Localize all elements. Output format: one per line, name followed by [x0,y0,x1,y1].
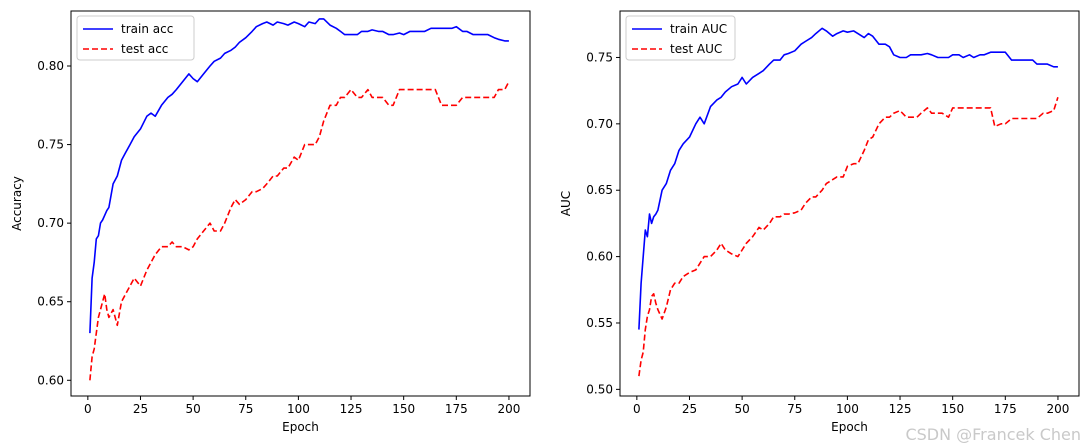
accuracy-chart: 0 25 50 75 100 125 150 175 200 0.60 0.65 0.70 0.75 0.… [10,10,531,434]
y-tick-label: 0.55 [586,316,613,330]
x-tick-label: 125 [889,402,912,416]
auc-chart: 0 25 50 75 100 125 150 175 200 0.50 0.55 0.60 0.65 0.… [559,10,1080,434]
y-tick-label: 0.70 [37,216,64,230]
series-line-train-auc [638,27,1058,330]
x-tick-label: 50 [185,402,200,416]
x-tick-label: 75 [787,402,802,416]
y-tick-label: 0.60 [37,373,64,387]
x-tick-label: 75 [238,402,253,416]
x-tick-label: 150 [392,402,415,416]
y-tick-label: 0.75 [586,50,613,64]
x-axis-label: Epoch [831,420,868,434]
x-tick-label: 150 [941,402,964,416]
series-line-test-acc [89,81,510,381]
x-tick-label: 200 [497,402,520,416]
series-line-test-auc [638,97,1059,377]
y-tick-label: 0.75 [37,138,64,152]
x-tick-label: 125 [340,402,363,416]
x-tick-label: 200 [1046,402,1069,416]
plot-frame [70,10,531,397]
y-axis-label: AUC [559,191,573,216]
series-line-train-acc [89,18,509,334]
legend-label: test AUC [670,42,722,56]
legend-label: train AUC [670,22,727,36]
x-axis-label: Epoch [282,420,319,434]
x-tick-label: 50 [734,402,749,416]
x-tick-label: 175 [994,402,1017,416]
x-tick-label: 0 [633,402,641,416]
x-tick-label: 175 [445,402,468,416]
plot-frame [619,10,1080,397]
x-tick-label: 100 [287,402,310,416]
legend-label: train acc [121,22,173,36]
x-tick-label: 0 [84,402,92,416]
y-tick-label: 0.70 [586,117,613,131]
watermark: CSDN @Francek Chen [905,425,1081,444]
y-axis-label: Accuracy [10,176,24,231]
y-tick-label: 0.50 [586,382,613,396]
x-tick-label: 100 [836,402,859,416]
y-tick-label: 0.60 [586,250,613,264]
legend-label: test acc [121,42,168,56]
x-tick-label: 25 [682,402,697,416]
y-tick-label: 0.80 [37,59,64,73]
x-tick-label: 25 [133,402,148,416]
y-tick-label: 0.65 [37,295,64,309]
y-tick-label: 0.65 [586,183,613,197]
